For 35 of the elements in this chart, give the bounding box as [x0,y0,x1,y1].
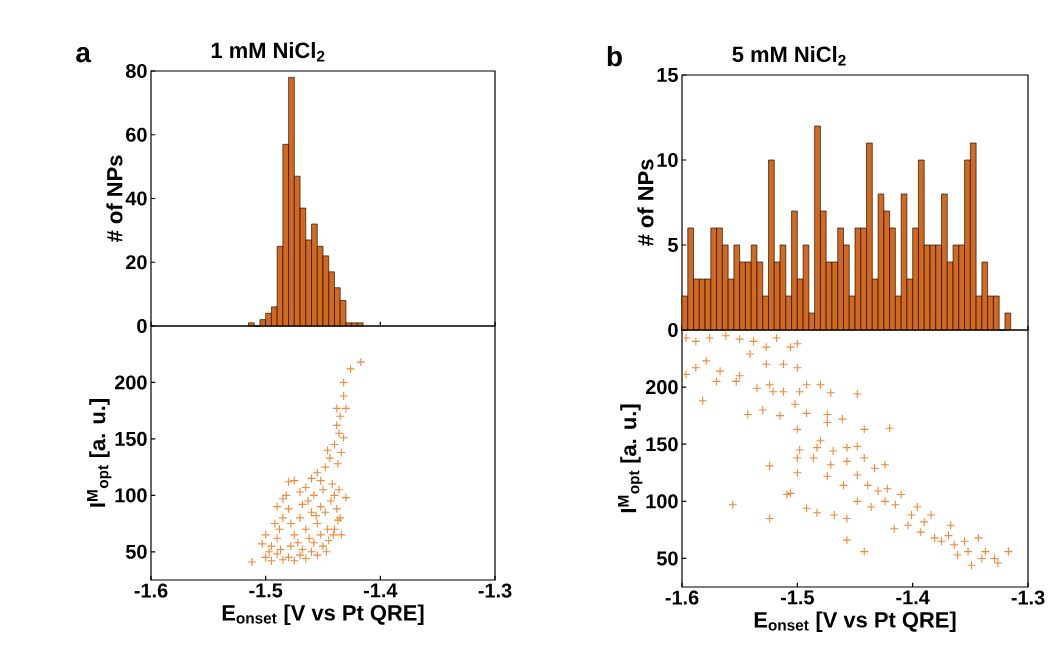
y-tick-label: 60 [126,127,147,142]
y-axis-title: # of NPs [106,155,123,242]
x-axis-title: E$_{onset}$ [V vs Pt QRE] [222,604,424,625]
x-tick-label: -1.4 [896,590,930,605]
x-tick-label: -1.3 [1011,590,1045,605]
y-tick-label: 10 [657,152,678,168]
y-tick-label: 20 [126,255,147,270]
x-axis-title: E$_{onset}$ [V vs Pt QRE] [754,611,956,632]
x-tick-label: -1.6 [665,590,699,605]
x-tick-label: -1.5 [249,583,283,598]
y-axis-title: # of NPs [637,159,654,246]
y-tick-label: 0 [137,318,147,334]
y-axis-title: I$^{M}$$_{opt}$ [a. u.] [87,399,112,507]
y-tick-label: 80 [125,63,147,79]
chart-title: 5 mM NiCl$_{2}$ [732,46,846,66]
y-tick-label: 0 [668,322,678,338]
y-tick-label: 50 [656,551,678,566]
y-tick-label: 40 [125,191,147,206]
y-tick-label: 100 [646,494,678,509]
x-tick-label: -1.4 [363,583,398,598]
text: a [76,47,92,63]
x-tick-label: -1.5 [780,590,814,605]
y-tick-label: 5 [668,238,678,252]
y-tick-label: 50 [125,544,147,559]
y-tick-label: 150 [646,437,678,452]
y-tick-label: 150 [115,431,147,446]
y-tick-label: 200 [114,375,147,390]
y-tick-label: 200 [645,380,678,395]
x-tick-label: -1.3 [478,583,512,598]
y-tick-label: 15 [657,68,678,82]
chart-title: 1 mM NiCl$_{2}$ [211,42,325,62]
x-tick-label: -1.6 [134,583,168,598]
y-tick-label: 100 [115,488,147,503]
text: b [607,45,622,67]
y-axis-title: I$^{M}$$_{opt}$ [a. u.] [618,404,643,513]
